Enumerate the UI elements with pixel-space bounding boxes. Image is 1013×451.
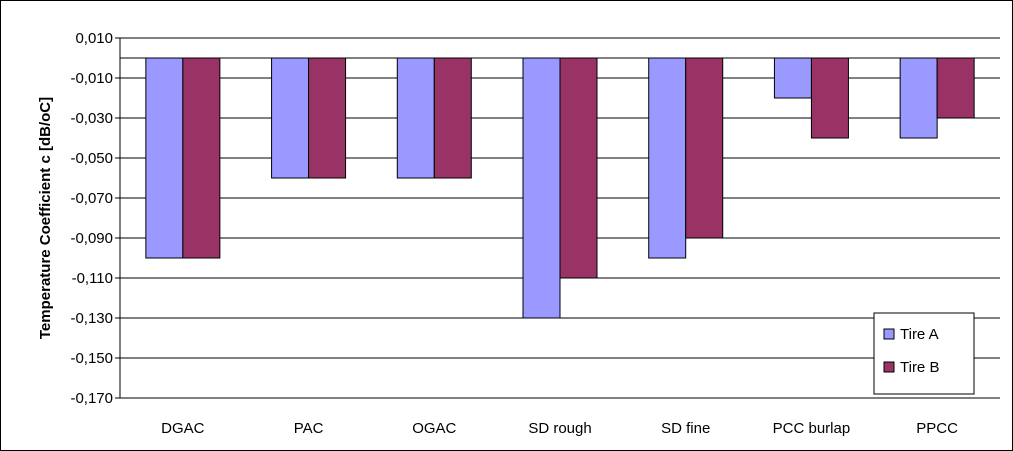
y-tick-labels: 0,010 -0,010 -0,030 -0,050 -0,070 -0,090 -0,11… xyxy=(70,30,113,407)
x-tick-label: PCC burlap xyxy=(773,420,851,437)
x-tick-label: OGAC xyxy=(412,420,456,437)
bar-tire-b xyxy=(182,57,221,259)
bar-tire-a xyxy=(396,57,435,179)
x-tick-label: SD rough xyxy=(528,420,591,437)
bar-tire-a xyxy=(145,57,184,259)
y-axis-label: Temperature Coefficient c [dB/oC] xyxy=(37,97,54,339)
bar-tire-b xyxy=(685,57,724,239)
x-tick-label: DGAC xyxy=(161,420,205,437)
y-tick-label: -0,170 xyxy=(70,390,113,407)
y-tick-label: -0,050 xyxy=(70,150,113,167)
y-tick-label: -0,030 xyxy=(70,110,113,127)
y-tick-label: -0,070 xyxy=(70,190,113,207)
x-tick-label: PPCC xyxy=(916,420,958,437)
y-tick-label: -0,110 xyxy=(72,270,113,287)
bars xyxy=(145,57,975,319)
axes xyxy=(115,37,1000,399)
bar-tire-a xyxy=(899,57,938,139)
bar-tire-a xyxy=(773,57,812,99)
bar-tire-a xyxy=(271,57,310,179)
legend-swatch xyxy=(883,328,895,340)
bar-tire-a xyxy=(648,57,687,259)
x-tick-labels: DGAC PAC OGAC SD rough SD fine PCC burlap PPCC xyxy=(161,420,958,437)
bar-tire-b xyxy=(810,57,849,139)
bar-tire-b xyxy=(433,57,472,179)
legend-label: Tire A xyxy=(900,326,939,343)
y-tick-label: -0,130 xyxy=(70,310,113,327)
legend-label: Tire B xyxy=(900,359,939,376)
x-tick-label: PAC xyxy=(294,420,324,437)
legend: Tire A Tire B xyxy=(873,312,975,395)
y-tick-label: 0,010 xyxy=(75,30,113,47)
y-tick-label: -0,090 xyxy=(70,230,113,247)
y-tick-label: -0,010 xyxy=(70,70,113,87)
y-tick-label: -0,150 xyxy=(70,350,113,367)
bar-tire-a xyxy=(522,57,561,319)
gridlines xyxy=(120,37,1000,399)
bar-tire-b xyxy=(308,57,347,179)
x-tick-label: SD fine xyxy=(661,420,710,437)
legend-swatch xyxy=(883,361,895,373)
legend-box xyxy=(873,312,975,395)
bar-tire-b xyxy=(936,57,975,119)
bar-tire-b xyxy=(559,57,598,279)
